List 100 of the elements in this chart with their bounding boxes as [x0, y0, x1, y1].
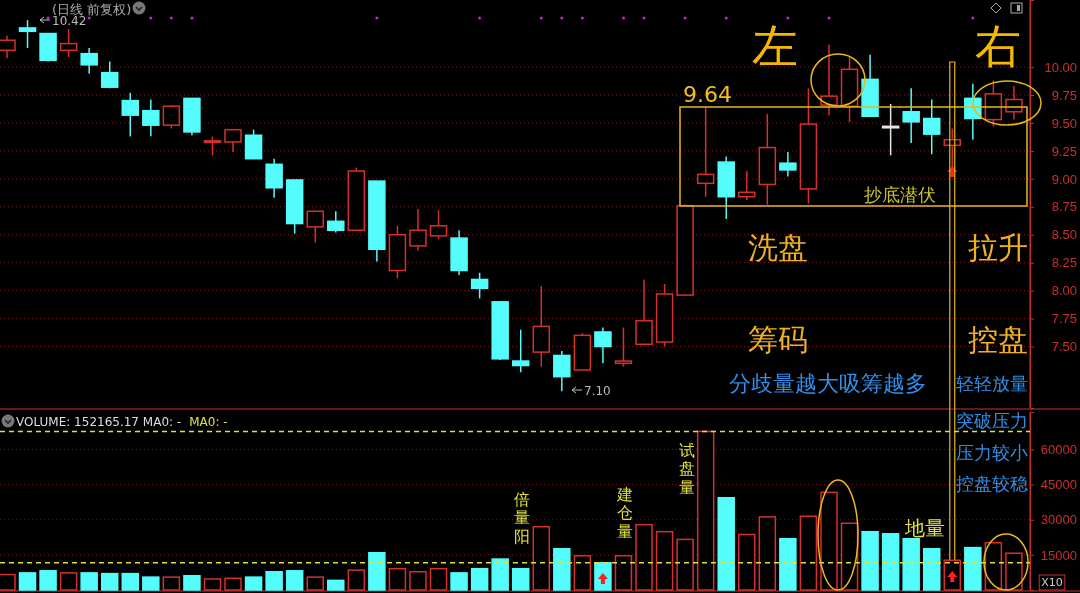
candlestick — [306, 210, 324, 244]
y-tick-label: 10.00 — [1044, 59, 1077, 75]
y-tick-label: 7.50 — [1051, 339, 1077, 355]
bar — [142, 576, 160, 591]
bar — [100, 572, 119, 591]
annotation: 建仓量 — [616, 485, 633, 541]
bar — [306, 576, 324, 591]
annotation: 倍量阳 — [514, 490, 530, 546]
bar — [327, 579, 345, 591]
candlestick — [142, 98, 160, 138]
bar — [183, 574, 201, 591]
bar — [779, 537, 797, 591]
bar — [388, 567, 407, 591]
candlestick — [429, 209, 448, 240]
candlestick — [594, 326, 612, 365]
y-tick-label: 60000 — [1040, 442, 1077, 458]
annotation: 突破压力 — [956, 410, 1028, 431]
candlestick — [162, 104, 181, 130]
annotation: 洗盘 — [748, 230, 808, 265]
annotation: 右 — [975, 19, 1021, 73]
y-tick-label: 9.00 — [1051, 171, 1077, 187]
candlestick — [902, 87, 920, 144]
annotation: 试盘量 — [679, 441, 695, 497]
candlestick — [121, 92, 140, 138]
y-tick-label: 8.50 — [1051, 227, 1077, 243]
bar — [820, 491, 838, 591]
bar — [59, 572, 78, 591]
bar — [922, 548, 941, 591]
annotation: 抄底潜伏 — [864, 184, 936, 205]
bar — [635, 523, 653, 591]
candlestick — [59, 28, 78, 58]
y-tick-label: 30000 — [1040, 512, 1077, 528]
annotation: 9.64 — [683, 82, 732, 107]
annotation: 拉升 — [968, 230, 1028, 265]
bar — [553, 548, 571, 591]
y-tick-label: 9.25 — [1051, 143, 1077, 159]
candlestick — [922, 98, 941, 156]
bar — [39, 570, 57, 591]
candlestick — [80, 47, 98, 75]
bar — [244, 576, 263, 591]
y-tick-label: 7.75 — [1051, 311, 1077, 327]
chart-title: (日线 前复权) — [52, 2, 132, 17]
bar — [224, 577, 242, 591]
bar — [409, 570, 427, 591]
bar — [511, 567, 530, 591]
annotation: 控盘较稳 — [956, 473, 1028, 494]
annotation: 控盘 — [968, 322, 1028, 357]
bar — [429, 567, 448, 591]
candlestick — [203, 135, 222, 157]
bar — [964, 546, 982, 591]
bar — [696, 430, 715, 591]
bar — [203, 578, 222, 591]
y-tick-label: 9.50 — [1051, 115, 1077, 131]
candlestick — [265, 157, 283, 199]
candlestick — [100, 60, 119, 90]
bar — [676, 538, 694, 591]
bar — [573, 555, 592, 591]
candlestick — [696, 106, 715, 198]
bar — [368, 552, 386, 591]
candlestick — [224, 128, 242, 153]
bar — [717, 496, 735, 591]
bar — [758, 516, 777, 591]
candlestick — [614, 326, 633, 368]
bar — [532, 526, 551, 591]
bar — [799, 515, 818, 591]
candlestick — [820, 43, 838, 116]
bar — [738, 533, 756, 591]
bar — [347, 569, 366, 591]
candlestick — [635, 278, 653, 346]
annotation: 分歧量越大吸筹越多 — [729, 371, 927, 396]
annotation: 7.10 — [584, 384, 611, 398]
candlestick — [409, 208, 427, 252]
annotation: 左 — [752, 19, 798, 73]
y-tick-label: 8.00 — [1051, 283, 1077, 299]
bar — [450, 572, 468, 591]
bar — [655, 530, 674, 591]
bar — [902, 537, 920, 591]
y-tick-label: 8.25 — [1051, 255, 1077, 271]
bar — [614, 555, 633, 591]
candlestick — [18, 19, 37, 49]
y-tick-label: 8.75 — [1051, 199, 1077, 215]
bar — [1005, 552, 1023, 591]
candlestick — [511, 329, 530, 373]
annotation: 压力较小 — [956, 442, 1028, 463]
bar — [80, 572, 98, 591]
candlestick — [779, 151, 797, 178]
bar — [18, 572, 37, 591]
candlestick — [553, 350, 571, 392]
chart-title: VOLUME: 152165.17 MA0: - — [16, 415, 182, 429]
y-tick-label: 45000 — [1040, 477, 1077, 493]
bar — [121, 572, 140, 591]
bar — [265, 570, 283, 591]
candlestick — [881, 103, 900, 157]
annotation: 筹码 — [748, 322, 808, 357]
y-tick-label: 9.75 — [1051, 87, 1077, 103]
candlestick — [470, 272, 489, 300]
annotation: 地量 — [904, 516, 945, 540]
bar — [470, 567, 489, 591]
candlestick — [327, 210, 345, 234]
bar — [881, 533, 900, 591]
